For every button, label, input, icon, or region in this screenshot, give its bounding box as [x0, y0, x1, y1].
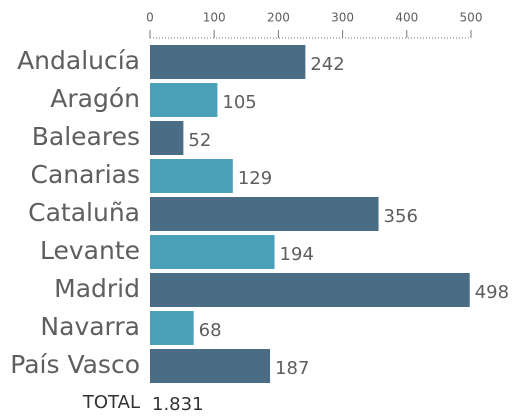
- bar: [150, 235, 275, 269]
- total-value: 1.831: [152, 394, 204, 415]
- category-label: Andalucía: [17, 46, 140, 75]
- bar: [150, 121, 184, 155]
- value-label: 129: [238, 168, 272, 189]
- category-label: Baleares: [32, 122, 140, 151]
- bar: [150, 83, 218, 117]
- bar: [150, 349, 271, 383]
- category-label: Aragón: [50, 84, 140, 113]
- bar: [150, 197, 379, 231]
- x-tick-label: 0: [146, 11, 154, 25]
- value-label: 356: [384, 206, 418, 227]
- x-tick-label: 200: [267, 11, 290, 25]
- category-label: Navarra: [40, 312, 140, 341]
- bar: [150, 159, 233, 193]
- value-label: 242: [310, 54, 344, 75]
- category-label: Levante: [40, 236, 140, 265]
- category-label: Cataluña: [28, 198, 140, 227]
- x-tick-label: 400: [395, 11, 418, 25]
- total-label: TOTAL: [82, 392, 140, 413]
- category-label: Canarias: [30, 160, 140, 189]
- x-tick-label: 500: [460, 11, 483, 25]
- value-label: 105: [222, 92, 256, 113]
- bar: [150, 45, 306, 79]
- x-tick-label: 100: [203, 11, 226, 25]
- value-label: 52: [188, 130, 211, 151]
- bar: [150, 311, 194, 345]
- category-label: País Vasco: [10, 350, 140, 379]
- value-label: 68: [199, 320, 222, 341]
- value-label: 194: [280, 244, 314, 265]
- x-tick-label: 300: [331, 11, 354, 25]
- value-label: 187: [275, 358, 309, 379]
- value-label: 498: [475, 282, 509, 303]
- bar: [150, 273, 470, 307]
- category-label: Madrid: [54, 274, 140, 303]
